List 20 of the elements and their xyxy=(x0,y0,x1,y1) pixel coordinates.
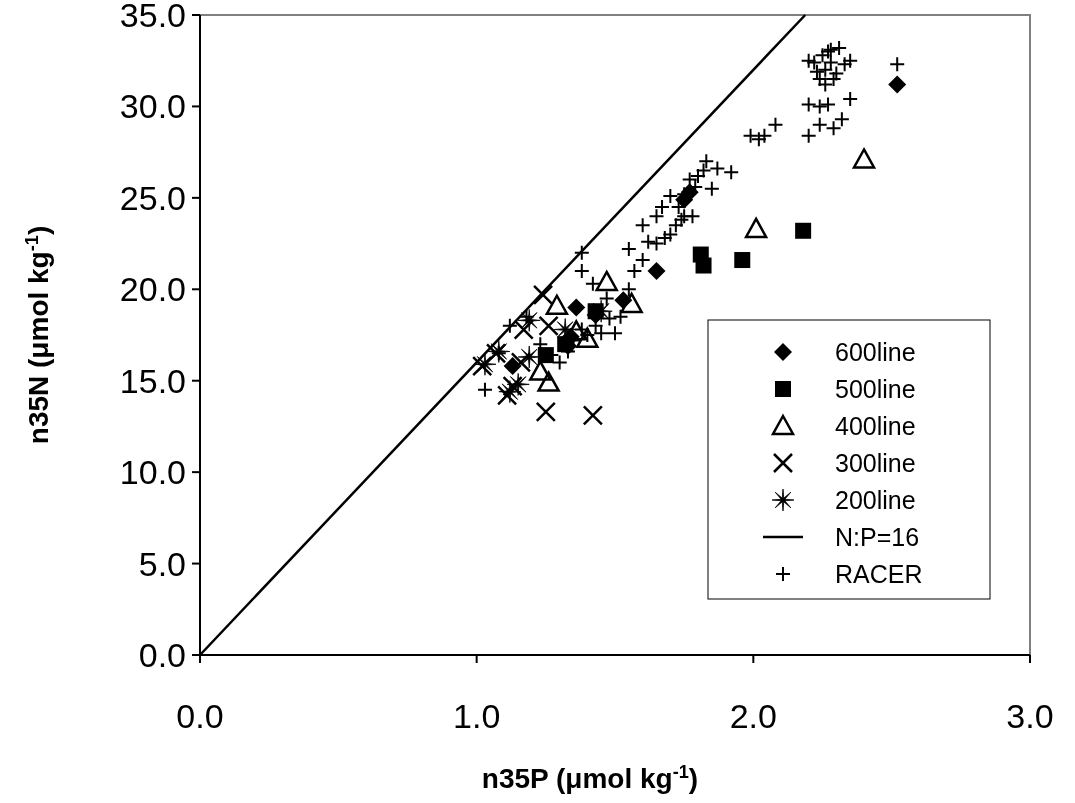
y-tick-label: 35.0 xyxy=(119,0,186,34)
x-tick-label: 1.0 xyxy=(453,697,501,735)
y-tick-label: 10.0 xyxy=(119,453,186,492)
x-tick-label: 0.0 xyxy=(176,697,224,735)
legend-label: 300line xyxy=(835,449,916,477)
x-tick-label: 3.0 xyxy=(1006,697,1054,735)
y-tick-label: 5.0 xyxy=(138,544,186,583)
y-tick-label: 25.0 xyxy=(119,178,186,217)
legend-label: 400line xyxy=(835,412,916,440)
legend-label: 200line xyxy=(835,486,916,514)
legend-label: RACER xyxy=(835,560,923,588)
y-tick-label: 30.0 xyxy=(119,87,186,126)
y-tick-label: 15.0 xyxy=(119,361,186,400)
x-tick-label: 2.0 xyxy=(729,697,777,735)
x-axis-title: n35P (μmol kg$^{-1}$) xyxy=(481,762,699,794)
legend-label: 500line xyxy=(835,375,916,403)
legend-label: 600line xyxy=(835,338,916,366)
legend-label: N:P=16 xyxy=(835,523,920,551)
y-tick-label: 0.0 xyxy=(138,636,186,674)
y-tick-label: 20.0 xyxy=(119,270,186,309)
